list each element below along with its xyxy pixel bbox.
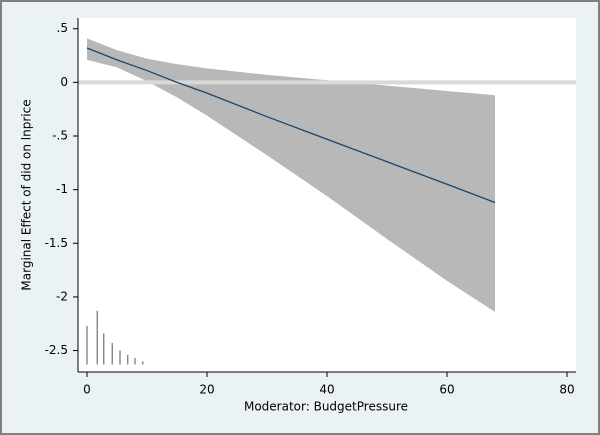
x-tick-label: 20 (199, 383, 214, 397)
x-tick-label: 60 (439, 383, 454, 397)
y-axis-title: Marginal Effect of did on lnprice (20, 99, 34, 290)
estimate-line (86, 47, 496, 204)
y-tick-label: -1 (56, 182, 68, 196)
y-tick-label: -1.5 (45, 236, 68, 250)
y-tick-label: -2.5 (45, 343, 68, 357)
x-tick-label: 80 (559, 383, 574, 397)
y-tick-label: .5 (57, 21, 68, 35)
y-tick-label: -.5 (52, 129, 68, 143)
y-tick-label: 0 (60, 75, 68, 89)
confidence-band (87, 38, 495, 312)
y-tick-label: -2 (56, 289, 68, 303)
x-tick-label: 40 (319, 383, 334, 397)
x-axis-title: Moderator: BudgetPressure (244, 400, 408, 414)
x-tick-label: 0 (83, 383, 91, 397)
